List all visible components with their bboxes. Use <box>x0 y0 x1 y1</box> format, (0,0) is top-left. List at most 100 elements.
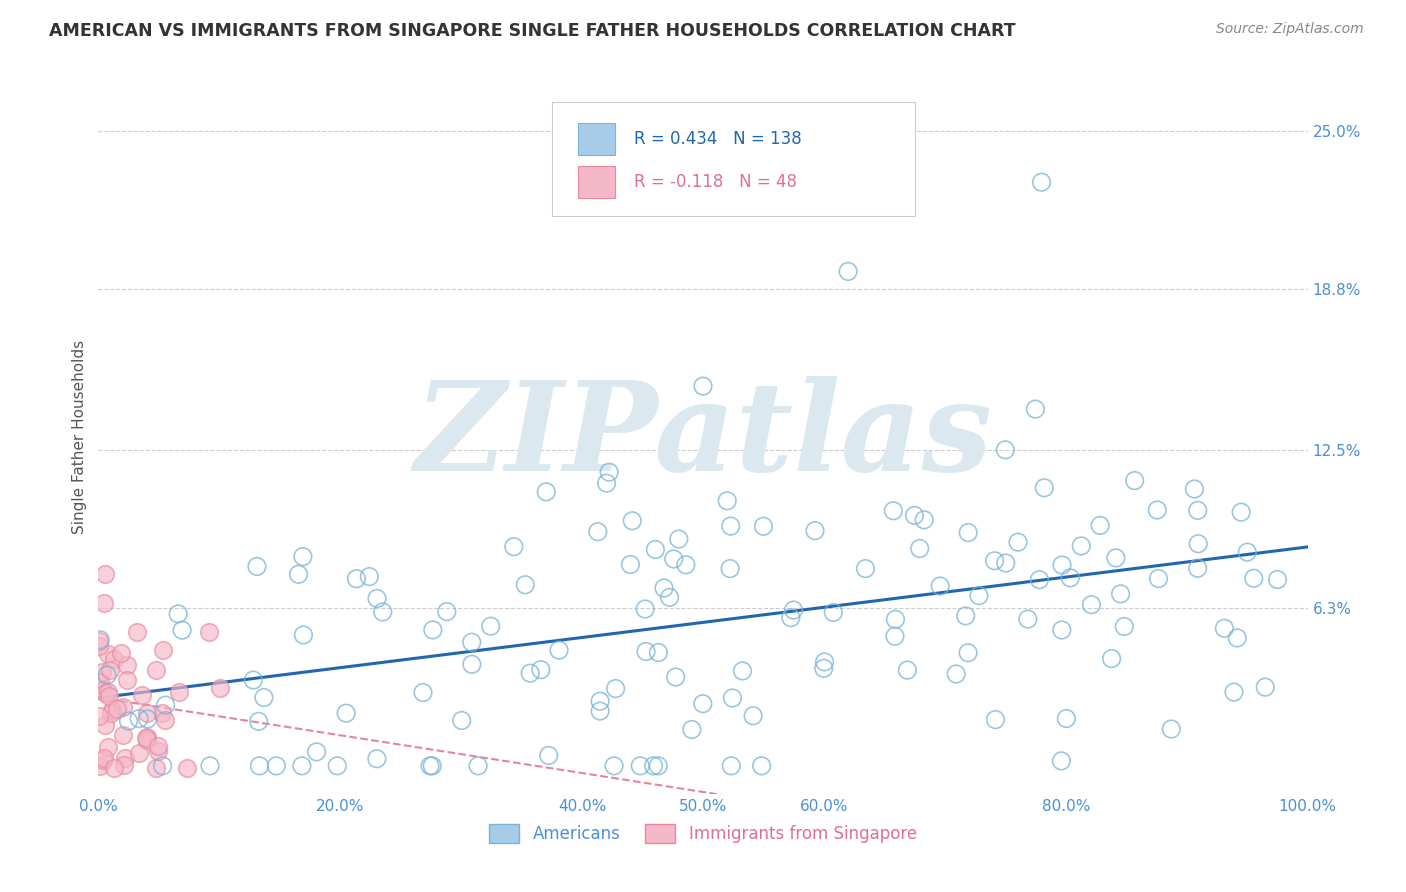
Point <box>692 697 714 711</box>
Point <box>1059 571 1081 585</box>
Point <box>647 646 669 660</box>
Point <box>128 712 150 726</box>
Point <box>96 668 118 682</box>
Text: Source: ZipAtlas.com: Source: ZipAtlas.com <box>1216 22 1364 37</box>
Point <box>208 681 231 696</box>
Point <box>955 608 977 623</box>
Point <box>813 661 835 675</box>
Legend: Americans, Immigrants from Singapore: Americans, Immigrants from Singapore <box>482 817 924 850</box>
Point <box>420 759 443 773</box>
Point <box>176 761 198 775</box>
Point <box>246 559 269 574</box>
Point <box>1105 550 1128 565</box>
Point <box>945 667 967 681</box>
Point <box>957 525 980 540</box>
Point <box>1160 722 1182 736</box>
Point <box>1017 612 1039 626</box>
Point <box>98 689 121 703</box>
Point <box>103 761 125 775</box>
Point <box>1028 573 1050 587</box>
Point <box>292 628 315 642</box>
Point <box>114 757 136 772</box>
Text: AMERICAN VS IMMIGRANTS FROM SINGAPORE SINGLE FATHER HOUSEHOLDS CORRELATION CHART: AMERICAN VS IMMIGRANTS FROM SINGAPORE SI… <box>49 22 1015 40</box>
Point <box>101 703 124 717</box>
Point <box>128 746 150 760</box>
Point <box>658 591 681 605</box>
Point <box>89 759 111 773</box>
Point <box>675 558 697 572</box>
Point <box>1054 712 1077 726</box>
Point <box>589 704 612 718</box>
Point <box>253 690 276 705</box>
Point <box>668 532 690 546</box>
Point <box>112 729 135 743</box>
Point <box>94 717 117 731</box>
Point <box>89 633 111 648</box>
Point <box>1187 503 1209 517</box>
Point <box>305 745 328 759</box>
Point <box>718 561 741 575</box>
Point <box>1230 505 1253 519</box>
Point <box>994 556 1017 570</box>
Point <box>1088 518 1111 533</box>
Point <box>87 708 110 723</box>
Point <box>98 664 121 678</box>
Point <box>621 514 644 528</box>
Point <box>589 694 612 708</box>
Point <box>598 465 620 479</box>
Point <box>371 605 394 619</box>
Point <box>97 684 120 698</box>
Point <box>93 686 115 700</box>
Point <box>515 578 537 592</box>
Point <box>742 708 765 723</box>
Point <box>110 646 132 660</box>
Point <box>502 540 524 554</box>
Point <box>967 589 990 603</box>
Point <box>198 759 221 773</box>
Point <box>721 691 744 706</box>
Point <box>586 524 609 539</box>
Point <box>662 552 685 566</box>
Point <box>720 519 742 533</box>
FancyBboxPatch shape <box>551 102 915 216</box>
Point <box>105 702 128 716</box>
Point <box>983 554 1005 568</box>
Point <box>804 524 827 538</box>
Point <box>1114 619 1136 633</box>
Point <box>91 683 114 698</box>
Point <box>519 666 541 681</box>
Point <box>912 513 935 527</box>
Point <box>644 542 666 557</box>
Point <box>117 714 139 728</box>
Point <box>145 663 167 677</box>
Text: ZIPatlas: ZIPatlas <box>413 376 993 498</box>
Point <box>152 759 174 773</box>
Point <box>548 643 571 657</box>
Point <box>908 541 931 556</box>
Point <box>929 579 952 593</box>
Point <box>896 663 918 677</box>
Point <box>242 673 264 687</box>
Point <box>884 629 907 643</box>
Point <box>647 759 669 773</box>
Point <box>152 642 174 657</box>
Point <box>1033 481 1056 495</box>
Point <box>291 759 314 773</box>
Point <box>1236 545 1258 559</box>
Point <box>1184 482 1206 496</box>
Point <box>150 706 173 720</box>
Point <box>131 688 153 702</box>
Point <box>136 731 159 745</box>
Point <box>643 759 665 773</box>
Point <box>93 596 115 610</box>
Point <box>984 713 1007 727</box>
Point <box>634 644 657 658</box>
Point <box>359 569 381 583</box>
Point <box>994 442 1017 457</box>
Point <box>93 751 115 765</box>
Point <box>536 484 558 499</box>
Point <box>111 699 134 714</box>
Point <box>530 663 553 677</box>
Point <box>287 567 309 582</box>
Point <box>326 759 349 773</box>
